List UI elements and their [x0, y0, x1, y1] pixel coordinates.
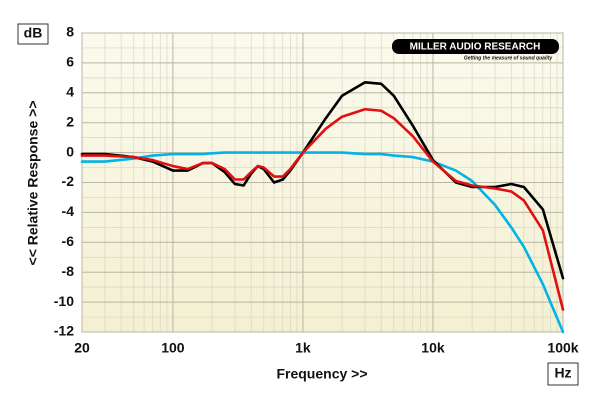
unit-box	[547, 362, 579, 386]
x-tick-label: 1k	[295, 340, 311, 356]
y-tick-label: 0	[66, 143, 74, 159]
x-tick-label: 100	[161, 340, 185, 356]
y-tick-label: -8	[62, 263, 75, 279]
brand-badge	[392, 39, 559, 54]
y-axis-label: << Relative Response >>	[25, 101, 41, 266]
x-axis-label: Frequency >>	[276, 366, 367, 382]
y-tick-label: -12	[54, 323, 74, 339]
y-tick-label: 8	[66, 24, 74, 40]
y-tick-label: -2	[62, 173, 75, 189]
tagline: Getting the measure of sound quality	[464, 55, 553, 61]
y-tick-label: -6	[62, 233, 75, 249]
y-tick-label: -4	[62, 203, 75, 219]
y-tick-label: 2	[66, 113, 74, 129]
y-tick-label: 4	[66, 84, 74, 100]
y-tick-label: 6	[66, 54, 74, 70]
x-unit: Hz	[554, 365, 571, 381]
series-line	[80, 151, 565, 334]
series-line	[80, 107, 565, 311]
x-tick-label: 20	[74, 340, 90, 356]
y-tick-label: -10	[54, 293, 74, 309]
unit-box	[17, 23, 49, 45]
x-tick-label: 100k	[547, 340, 578, 356]
brand: MILLER AUDIO RESEARCH	[410, 42, 541, 53]
y-unit: dB	[24, 25, 43, 41]
x-tick-label: 10k	[421, 340, 445, 356]
